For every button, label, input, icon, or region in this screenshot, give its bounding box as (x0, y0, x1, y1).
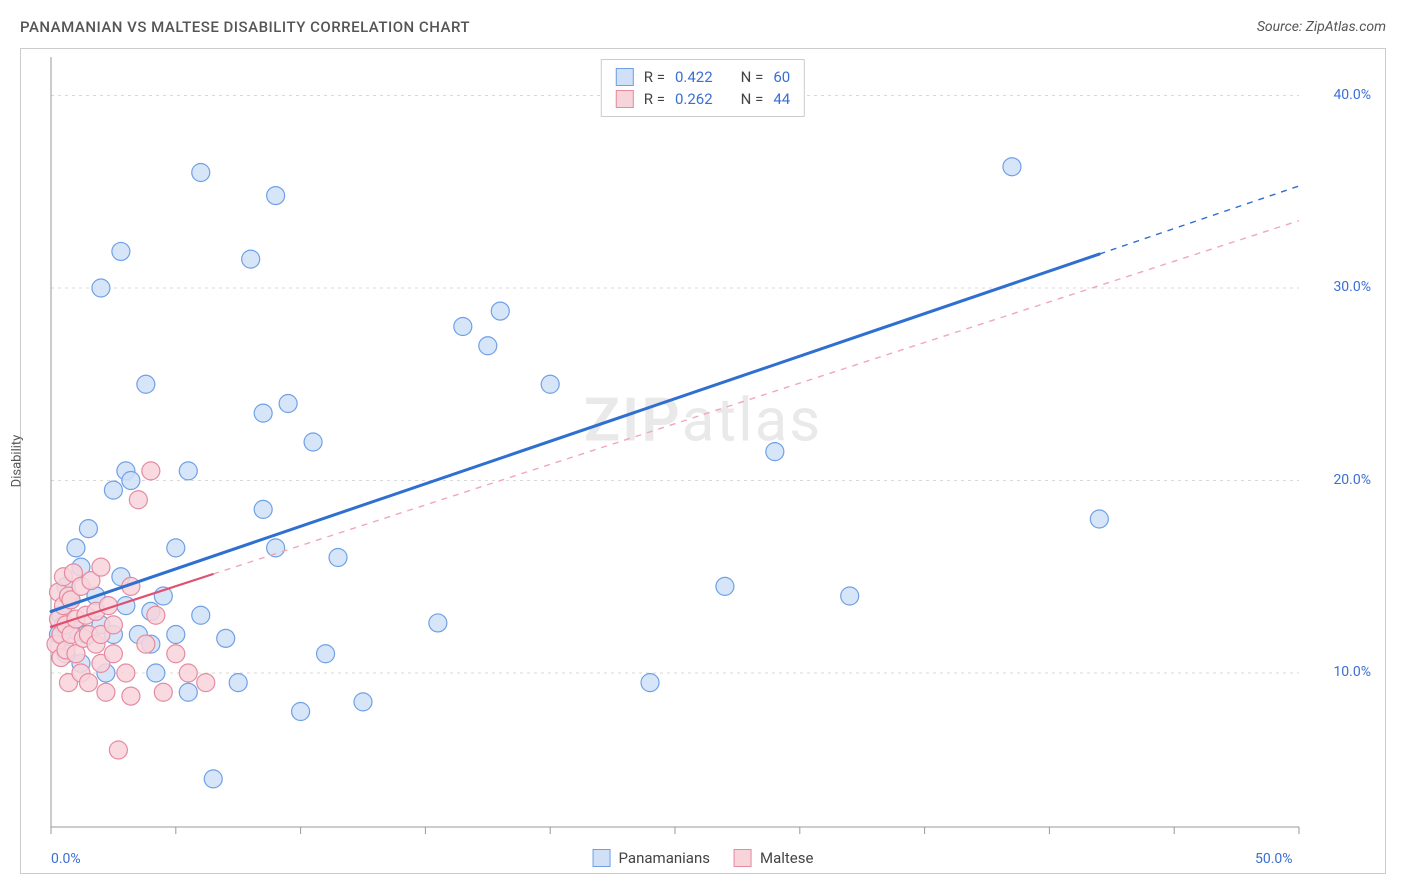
x-tick-label: 0.0% (51, 851, 81, 867)
x-tick-label: 50.0% (1255, 851, 1293, 867)
y-tick-label: 40.0% (1333, 87, 1371, 103)
stat-value-r: 0.262 (675, 90, 713, 108)
legend-item: Panamanians (593, 849, 710, 867)
chart-source: Source: ZipAtlas.com (1257, 19, 1386, 35)
stat-label: N = (741, 68, 764, 86)
correlation-stats-box: R = 0.422 N = 60 R = 0.262 N = 44 (601, 59, 805, 117)
stat-label: R = (644, 90, 665, 108)
legend-item: Maltese (734, 849, 813, 867)
stats-row: R = 0.422 N = 60 (616, 66, 790, 88)
swatch-maltese (734, 849, 752, 867)
stat-label: N = (741, 90, 764, 108)
legend-label: Maltese (760, 849, 813, 867)
stat-label: R = (644, 68, 665, 86)
swatch-panamanians (593, 849, 611, 867)
chart-title: PANAMANIAN VS MALTESE DISABILITY CORRELA… (20, 18, 470, 36)
chart-header: PANAMANIAN VS MALTESE DISABILITY CORRELA… (20, 18, 1386, 36)
y-tick-label: 30.0% (1333, 279, 1371, 295)
y-tick-label: 20.0% (1333, 472, 1371, 488)
stats-row: R = 0.262 N = 44 (616, 88, 790, 110)
y-tick-label: 10.0% (1333, 664, 1371, 680)
swatch-maltese (616, 90, 634, 108)
scatter-plot (21, 49, 1385, 873)
stat-value-r: 0.422 (675, 68, 713, 86)
stat-value-n: 60 (773, 68, 790, 86)
stat-value-n: 44 (773, 90, 790, 108)
series-legend: Panamanians Maltese (593, 849, 814, 867)
legend-label: Panamanians (619, 849, 710, 867)
chart-area: Disability ZIPatlas R = 0.422 N = 60 R =… (20, 48, 1386, 874)
swatch-panamanians (616, 68, 634, 86)
